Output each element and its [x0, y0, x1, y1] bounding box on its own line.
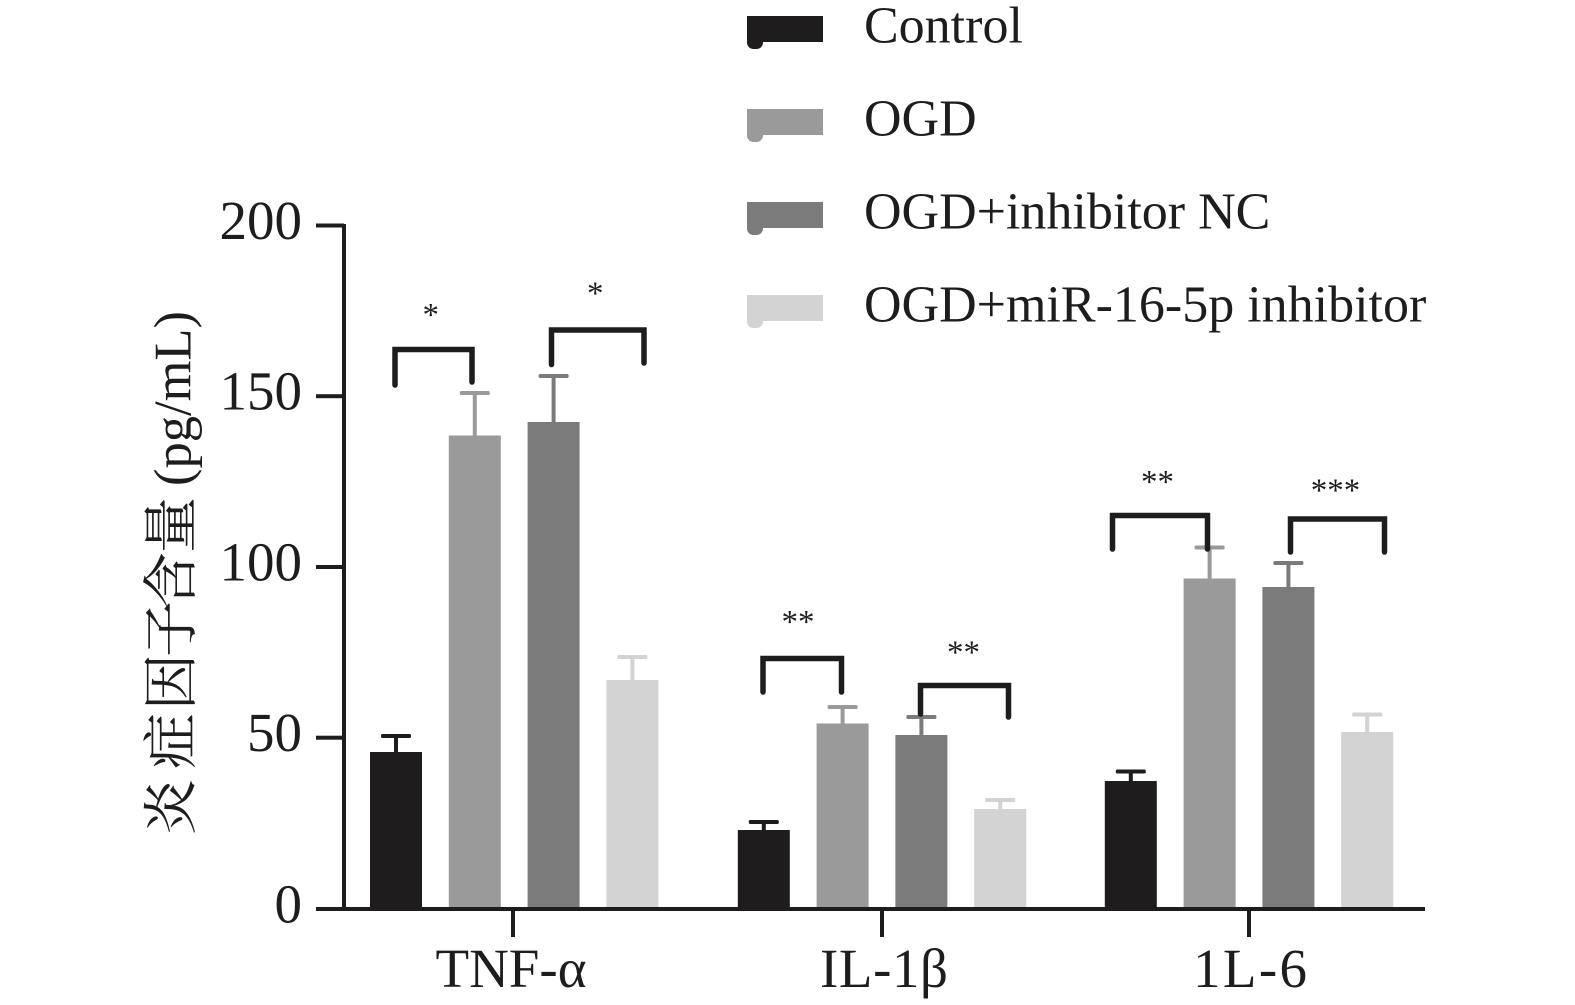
svg-text:0: 0 — [275, 874, 303, 935]
svg-text:Control: Control — [864, 0, 1023, 55]
svg-text:***: *** — [1311, 473, 1361, 509]
svg-text:**: ** — [782, 605, 815, 641]
svg-text:1L-6: 1L-6 — [1193, 938, 1307, 999]
svg-text:100: 100 — [220, 532, 303, 593]
svg-text:50: 50 — [247, 702, 302, 763]
svg-text:IL-1β: IL-1β — [820, 938, 948, 999]
svg-text:OGD+miR-16-5p inhibitor: OGD+miR-16-5p inhibitor — [864, 277, 1426, 334]
svg-text:OGD+inhibitor NC: OGD+inhibitor NC — [864, 184, 1270, 241]
svg-text:**: ** — [1141, 465, 1174, 501]
svg-text:(pg/mL): (pg/mL) — [145, 311, 203, 486]
svg-text:**: ** — [947, 635, 980, 671]
svg-text:*: * — [423, 298, 440, 334]
svg-text:150: 150 — [220, 361, 303, 422]
svg-text:TNF-α: TNF-α — [435, 938, 586, 999]
svg-text:OGD: OGD — [864, 91, 977, 148]
svg-text:200: 200 — [220, 190, 303, 251]
svg-text:*: * — [587, 276, 604, 312]
